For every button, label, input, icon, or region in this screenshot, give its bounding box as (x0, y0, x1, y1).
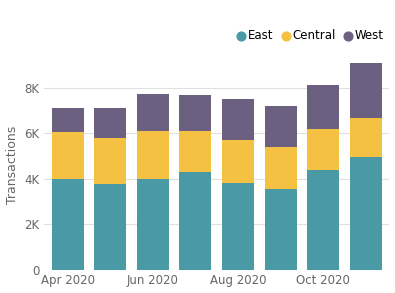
Bar (137, 179, 169, 270)
Bar (265, 147, 297, 189)
Bar (179, 172, 211, 270)
Bar (94, 108, 126, 138)
Bar (222, 183, 254, 270)
Bar (350, 63, 382, 117)
Bar (350, 157, 382, 270)
Bar (52, 132, 83, 179)
Bar (222, 99, 254, 140)
Legend: East, Central, West: East, Central, West (239, 29, 384, 42)
Bar (350, 117, 382, 157)
Bar (265, 106, 297, 147)
Bar (137, 131, 169, 179)
Bar (52, 108, 83, 132)
Bar (307, 129, 339, 170)
Bar (222, 140, 254, 183)
Bar (179, 131, 211, 172)
Bar (94, 185, 126, 270)
Bar (179, 95, 211, 131)
Bar (94, 138, 126, 185)
Bar (307, 85, 339, 129)
Bar (265, 189, 297, 270)
Bar (137, 94, 169, 131)
Y-axis label: Transactions: Transactions (6, 126, 19, 204)
Bar (52, 179, 83, 270)
Bar (307, 170, 339, 270)
